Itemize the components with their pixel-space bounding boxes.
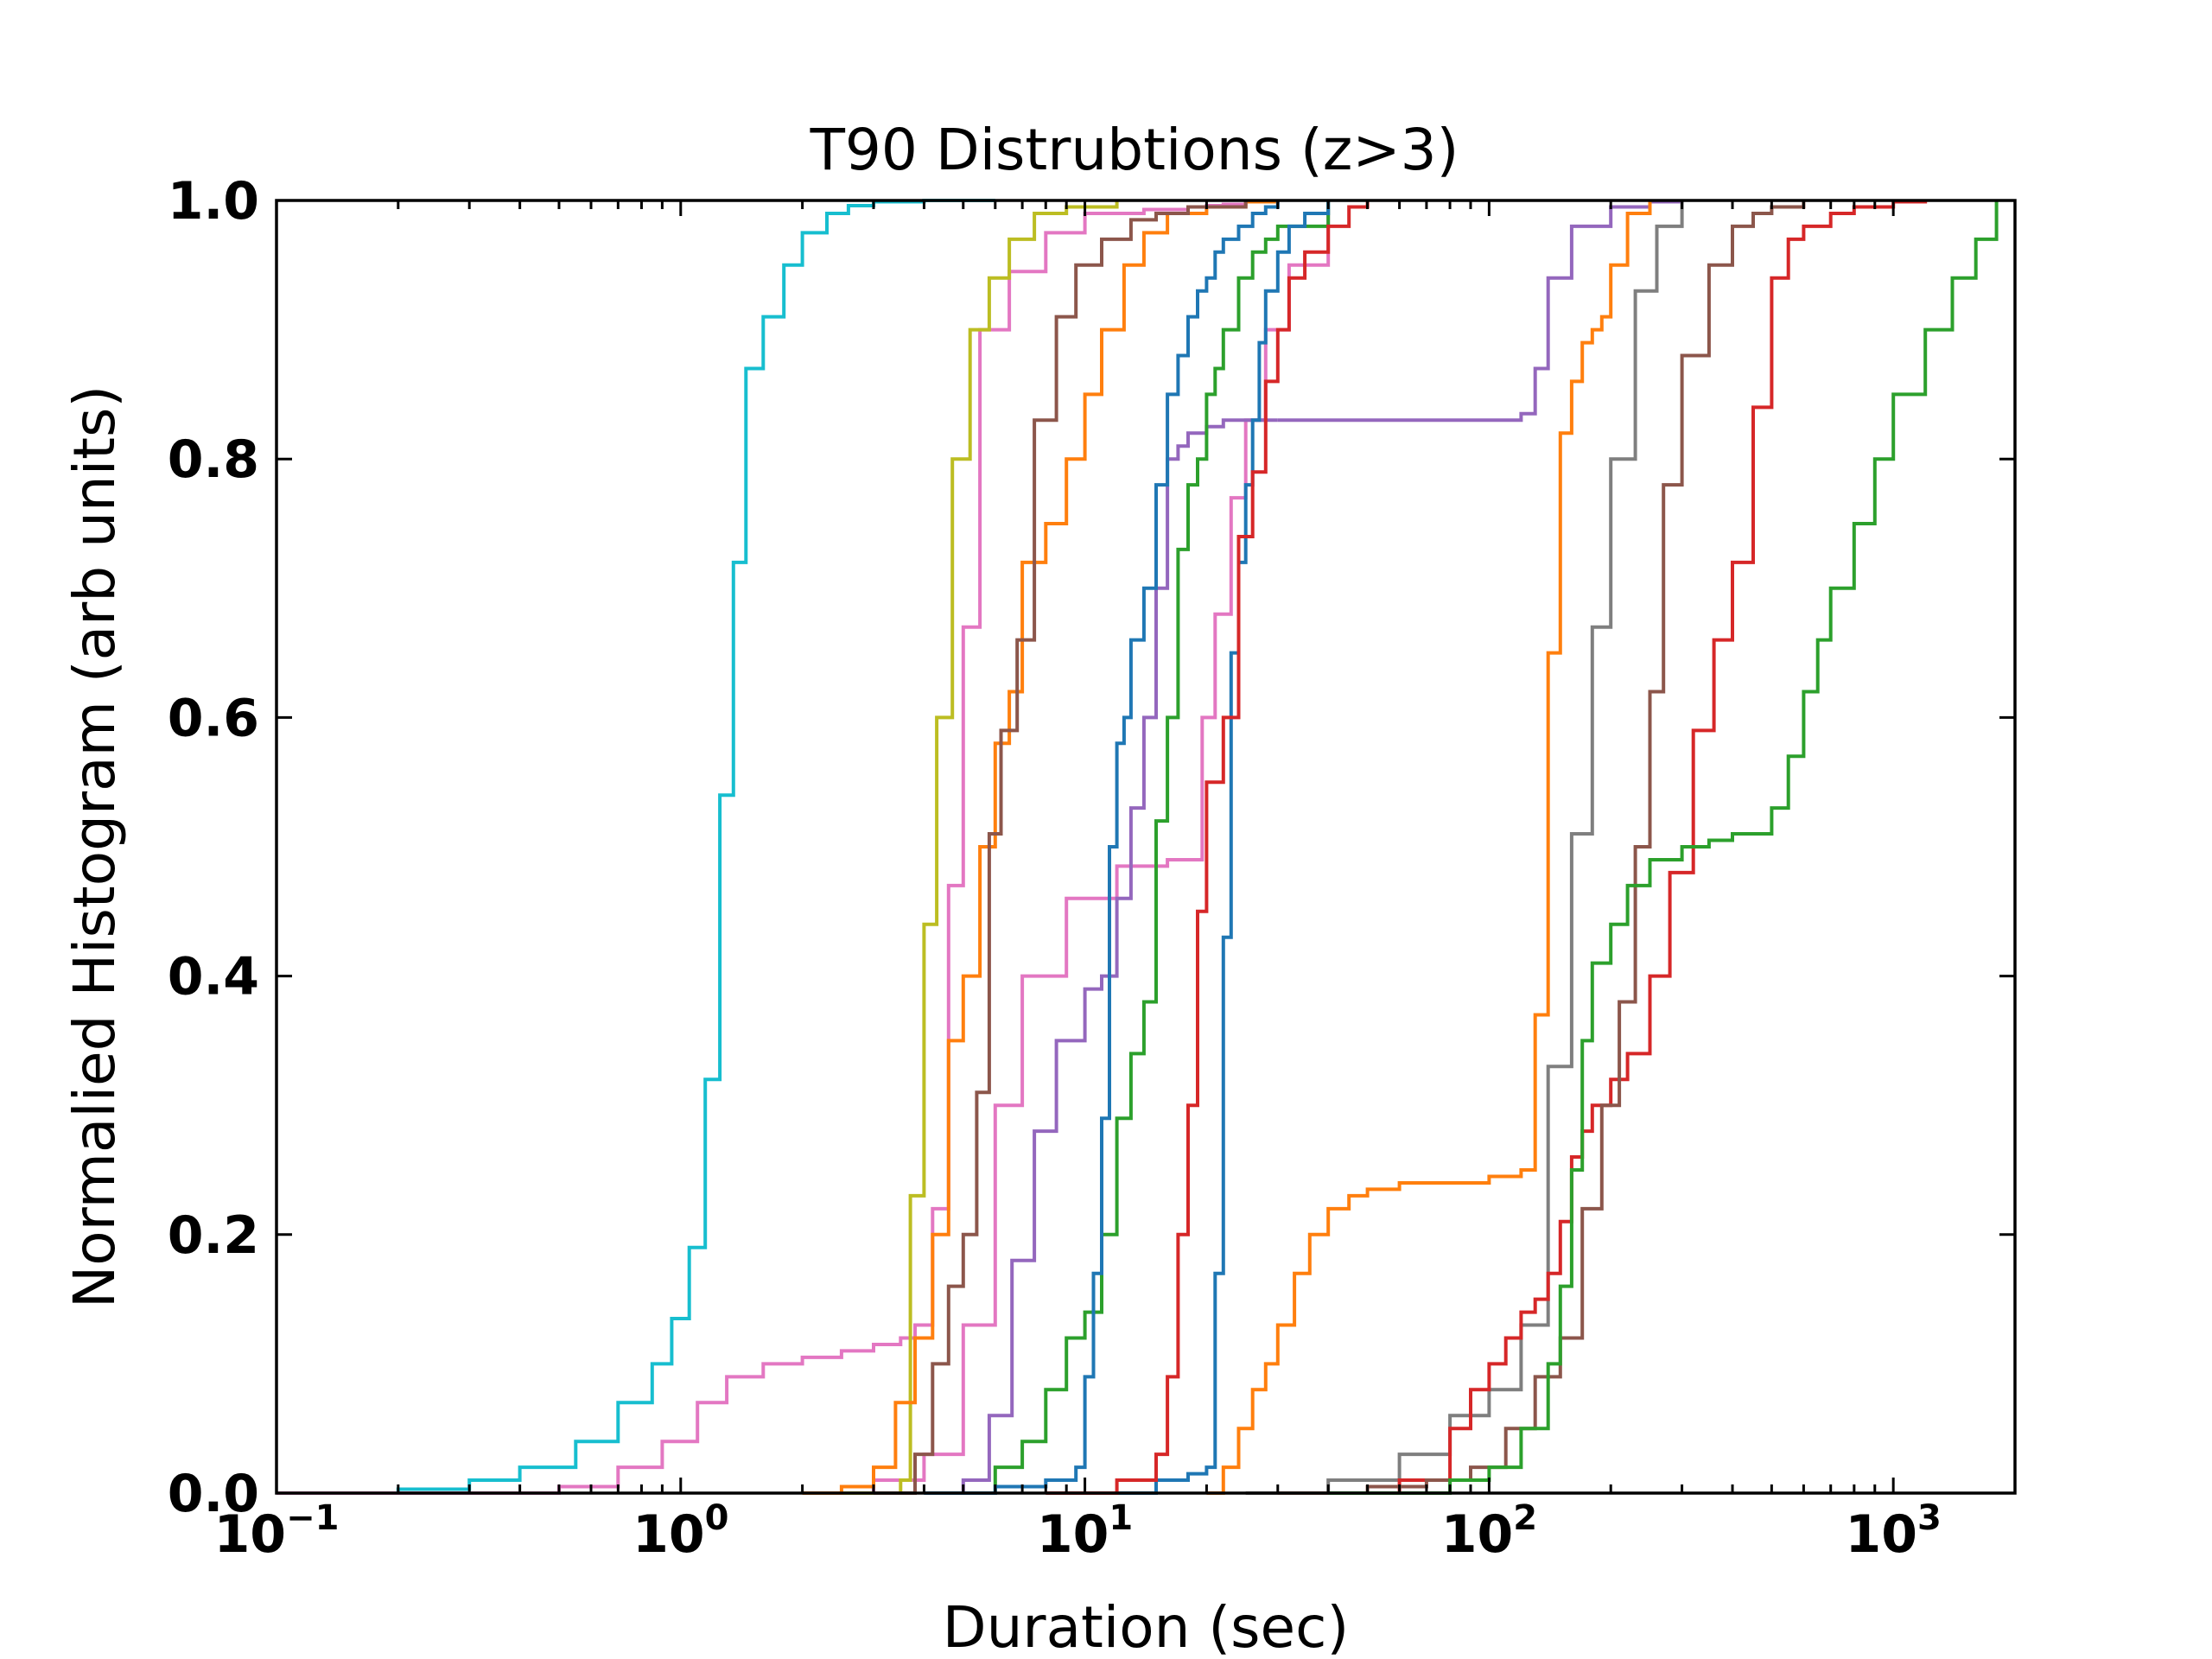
y-tick-label: 0.2 — [168, 1205, 259, 1266]
series-line-14 — [1246, 200, 1682, 1493]
ticks-layer — [276, 200, 2015, 1493]
series-line-1 — [276, 200, 995, 1493]
y-axis-label: Normalied Histogram (arb units) — [61, 385, 128, 1308]
series-line-4 — [803, 200, 1117, 1493]
plot-frame — [276, 200, 2015, 1493]
series-line-15 — [1328, 200, 1925, 1493]
x-tick-label: 101 — [1037, 1498, 1133, 1565]
x-tick-label: 102 — [1441, 1498, 1537, 1565]
series-line-6 — [874, 200, 1246, 1493]
y-tick-label: 0.8 — [168, 429, 259, 490]
x-tick-label: 10−1 — [214, 1498, 340, 1565]
series-line-8 — [1278, 200, 1682, 420]
series-line-17 — [1328, 200, 1996, 1493]
x-axis-label: Duration (sec) — [943, 1594, 1349, 1659]
y-tick-label: 0.4 — [168, 947, 259, 1007]
series-line-2 — [276, 200, 1278, 1493]
chart-title: T90 Distrubtions (z>3) — [810, 117, 1459, 183]
y-tick-label: 0.6 — [168, 688, 259, 748]
x-tick-label: 100 — [632, 1498, 728, 1565]
x-tick-label: 103 — [1846, 1498, 1942, 1565]
series-line-3 — [803, 200, 1329, 1493]
series-layer — [276, 200, 1997, 1493]
series-line-9 — [963, 200, 1328, 1493]
y-tick-label: 1.0 — [168, 171, 259, 232]
tick-labels: 0.00.20.40.60.81.010−1 100 101 102 103 — [168, 171, 1942, 1565]
